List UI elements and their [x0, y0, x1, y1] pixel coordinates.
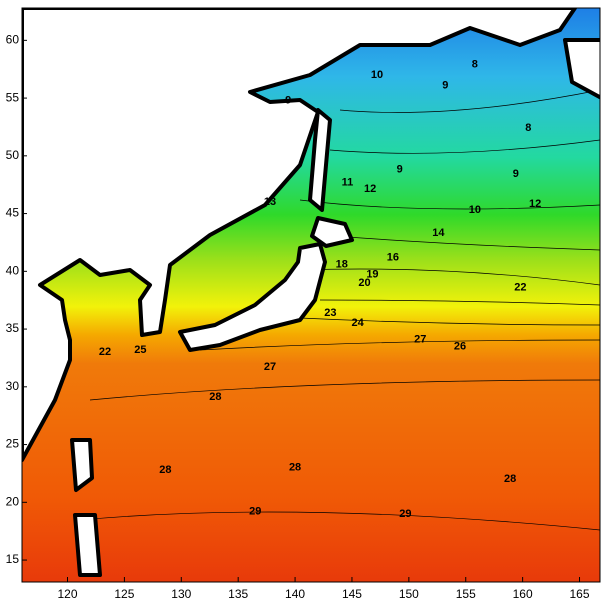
y-tick-label: 60	[6, 33, 20, 47]
map-area	[22, 8, 600, 582]
contour-label: 12	[364, 183, 376, 195]
contour-label: 9	[513, 168, 519, 180]
contour-label: 8	[525, 122, 531, 134]
x-tick-label: 120	[57, 587, 77, 601]
y-tick-label: 25	[6, 437, 20, 451]
x-tick-label: 125	[114, 587, 134, 601]
x-tick-label: 150	[399, 587, 419, 601]
y-tick-label: 50	[6, 148, 20, 162]
y-tick-label: 55	[6, 90, 20, 104]
contour-label: 28	[289, 462, 301, 474]
contour-label: 26	[454, 340, 466, 352]
asia-mainland	[22, 8, 577, 462]
contour-label: 9	[442, 79, 448, 91]
contour-label: 28	[209, 391, 221, 403]
x-tick-label: 140	[285, 587, 305, 601]
y-tick-label: 45	[6, 206, 20, 220]
contour-label: 11	[342, 176, 354, 188]
contour-label: 14	[432, 227, 445, 239]
contour-label: 28	[504, 473, 516, 485]
x-tick-label: 165	[570, 587, 590, 601]
kamchatka	[563, 38, 600, 100]
x-tick-label: 135	[228, 587, 248, 601]
contour-label: 8	[472, 58, 478, 70]
taiwan	[70, 438, 94, 492]
contour-label: 9	[285, 94, 291, 106]
y-tick-label: 40	[6, 263, 20, 277]
contour-label: 18	[336, 258, 348, 270]
x-tick-label: 130	[171, 587, 191, 601]
x-tick-label: 155	[456, 587, 476, 601]
y-tick-label: 15	[6, 552, 20, 566]
contour-label: 10	[469, 204, 481, 216]
honshu	[178, 242, 327, 352]
philippines	[73, 513, 102, 577]
contour-label: 23	[324, 307, 336, 319]
frame	[21, 7, 601, 583]
y-tick-label: 35	[6, 321, 20, 335]
contour-label: 10	[371, 69, 383, 81]
contour-label: 19	[366, 269, 378, 281]
contour-label: 29	[249, 505, 261, 517]
isotherms	[79, 89, 600, 531]
x-tick-label: 160	[513, 587, 533, 601]
contour-label: 24	[352, 317, 365, 329]
contour-label: 28	[159, 464, 171, 476]
contour-label: 27	[264, 361, 276, 373]
x-tick-label: 145	[342, 587, 362, 601]
contour-label: 29	[399, 508, 411, 520]
hokkaido	[310, 216, 354, 248]
contour-label: 27	[414, 333, 426, 345]
contour-label: 25	[134, 344, 146, 356]
contour-label: 16	[387, 251, 399, 263]
sakhalin	[308, 108, 332, 212]
contour-label: 12	[529, 198, 541, 210]
y-tick-label: 30	[6, 379, 20, 393]
contour-label: 22	[99, 346, 111, 358]
contour-label: 20	[358, 277, 370, 289]
contour-label: 9	[397, 164, 403, 176]
contour-label: 13	[264, 196, 276, 208]
contour-label: 22	[514, 281, 526, 293]
y-tick-label: 20	[6, 494, 20, 508]
